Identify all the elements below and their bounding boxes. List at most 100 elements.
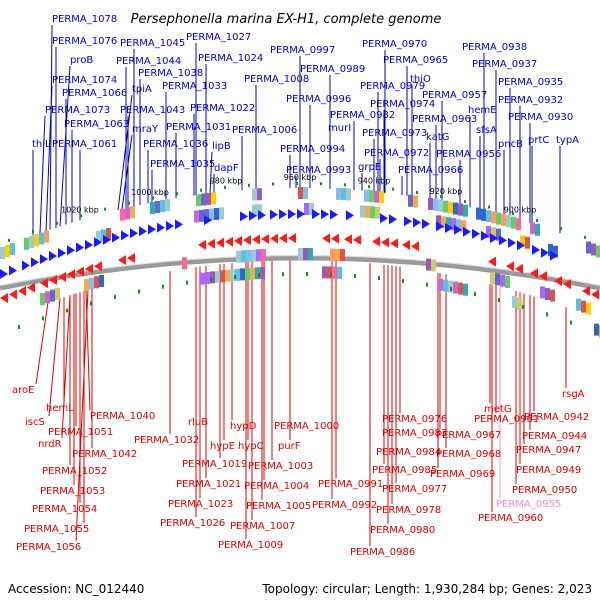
forward-gene-arrow [270, 209, 278, 220]
reverse-gene-arrow [76, 266, 84, 277]
cog-block [29, 235, 34, 248]
bottom-gene-label-perma-0955: PERMA_0955 [496, 499, 561, 510]
forward-gene-arrow [532, 244, 540, 255]
bottom-gene-label-perma-1055: PERMA_1055 [24, 524, 89, 535]
bottom-gene-label-aroe: aroE [12, 385, 34, 396]
cog-block [215, 270, 220, 283]
top-leader-line [117, 94, 133, 211]
bottom-leader-line [35, 302, 49, 385]
cog-block [150, 202, 155, 214]
reverse-gene-arrow [381, 237, 389, 248]
top-gene-label-heme: hemE [468, 105, 497, 116]
scale-tick-mark [42, 316, 44, 321]
reverse-gene-arrow [563, 279, 571, 290]
scale-ticks: 1020 kbp 1000 kbp 980 kbp 960 kbp 940 kbp 920… [8, 173, 596, 334]
cog-block [304, 203, 309, 216]
cog-block [553, 245, 558, 258]
cog-block [511, 216, 516, 229]
cog-block [506, 215, 511, 228]
top-gene-label-perma-0932: PERMA_0932 [498, 95, 563, 106]
scale-tick-mark [162, 284, 164, 289]
forward-gene-arrow [22, 260, 30, 271]
cog-block [491, 227, 496, 240]
cog-block [520, 235, 525, 248]
cog-block [205, 272, 210, 285]
reverse-gene-arrow [216, 237, 224, 248]
top-gene-label-perma-0938: PERMA_0938 [462, 42, 527, 53]
bottom-gene-label-perma-0977: PERMA_0977 [382, 484, 447, 495]
top-gene-label-perma-1063: PERMA_1063 [64, 119, 129, 130]
cog-block [500, 274, 505, 287]
scale-tick-mark [282, 272, 284, 277]
bottom-gene-label-purf: purF [278, 441, 301, 452]
forward-gene-arrow [31, 257, 39, 268]
cog-block [375, 206, 380, 219]
reverse-gene-arrow [243, 235, 251, 246]
cog-block [240, 268, 245, 281]
forward-gene-arrow [139, 226, 147, 237]
scale-tick-mark [546, 312, 548, 317]
cog-block [516, 218, 521, 231]
reverse-gene-arrow [40, 278, 48, 289]
forward-gene-arrow [346, 210, 354, 221]
scale-tick-mark [90, 301, 92, 306]
scale-tick-mark [416, 190, 418, 194]
forward-gene-arrow [312, 209, 320, 220]
forward-gene-arrow [175, 219, 183, 230]
cog-block [251, 249, 256, 262]
scale-tick-mark [536, 219, 538, 223]
top-gene-label-perma-0996: PERMA_0996 [286, 94, 351, 105]
top-gene-label-perma-1006: PERMA_1006 [232, 125, 297, 136]
bottom-gene-label-perma-1032: PERMA_1032 [134, 435, 199, 446]
cog-block [309, 203, 314, 216]
cog-block [322, 266, 327, 279]
scale-tick-mark [368, 185, 370, 189]
cog-block [448, 201, 453, 214]
scale-tick-label: 1000 kbp [131, 188, 169, 197]
bottom-gene-label-perma-0991: PERMA_0991 [318, 479, 383, 490]
top-gene-label-thio: thiO [410, 74, 431, 85]
bottom-gene-label-perma-0942: PERMA_0942 [524, 412, 589, 423]
reverse-gene-arrow [225, 236, 233, 247]
bottom-gene-label-perma-0985: PERMA_0985 [372, 465, 437, 476]
reverse-gene-arrow [252, 234, 260, 245]
scale-tick-mark [80, 214, 82, 218]
reverse-gene-arrow [530, 268, 538, 279]
forward-gene-arrow [112, 232, 120, 243]
scale-tick-mark [272, 182, 274, 186]
reverse-strand-genes [0, 233, 599, 303]
cog-block [160, 200, 165, 213]
forward-gene-arrow [49, 251, 57, 262]
cog-block [446, 217, 451, 230]
scale-tick-mark [258, 273, 260, 278]
bottom-gene-label-perma-1051: PERMA_1051 [48, 427, 113, 438]
cog-block [530, 222, 535, 235]
bottom-gene-label-perma-1019: PERMA_1019 [182, 459, 247, 470]
scale-tick-mark [176, 192, 178, 196]
top-gene-label-perma-0972: PERMA_0972 [364, 148, 429, 159]
scale-tick-mark [498, 298, 500, 303]
forward-gene-arrow [499, 235, 507, 246]
cog-block [199, 209, 204, 222]
cog-block [337, 266, 342, 279]
scale-tick-mark [378, 276, 380, 281]
top-gene-label-typa: typA [556, 135, 579, 146]
top-gene-label-pncb: pncB [498, 139, 523, 150]
top-gene-label-katg: katG [426, 132, 449, 143]
scale-tick-mark [426, 282, 428, 287]
reverse-gene-arrow [27, 282, 35, 293]
cog-block [545, 288, 550, 301]
cog-block [486, 226, 491, 239]
forward-gene-arrow [508, 237, 516, 248]
cog-block [438, 199, 443, 212]
accession-label: Accession: NC_012440 [8, 582, 145, 596]
cog-block [34, 234, 39, 247]
cog-block [210, 271, 215, 284]
cog-block [370, 206, 375, 219]
bottom-gene-label-rlub: rluB [188, 417, 208, 428]
cog-block [209, 208, 214, 221]
reverse-gene-arrow [234, 235, 242, 246]
cog-block [255, 267, 260, 280]
bottom-gene-label-perma-0984: PERMA_0984 [376, 447, 441, 458]
bottom-gene-label-perma-0967: PERMA_0967 [436, 430, 501, 441]
